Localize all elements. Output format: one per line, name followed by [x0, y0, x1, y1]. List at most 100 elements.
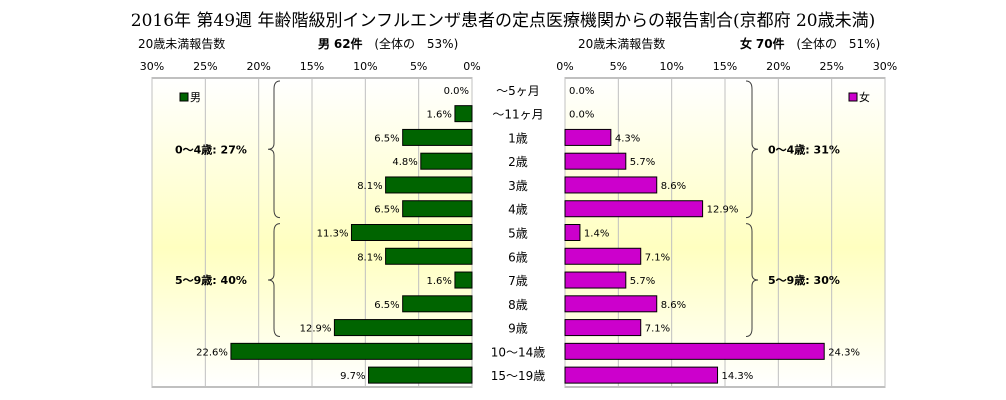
male-bar [454, 271, 473, 289]
left-count-label: 20歳未満報告数 [138, 37, 226, 51]
female-value-label: 5.7% [630, 276, 655, 287]
male-bar [402, 295, 473, 313]
female-legend-label: 女 [859, 90, 870, 104]
female-bar [564, 247, 642, 265]
left-tick-label: 20% [246, 60, 270, 73]
category-label: 9歳 [508, 322, 528, 336]
left-tick-label: 25% [193, 60, 217, 73]
male-value-label: 22.6% [196, 347, 228, 358]
female-value-label: 0.0% [569, 110, 594, 121]
category-label: 4歳 [508, 203, 528, 217]
left-count: 62件 [333, 37, 363, 51]
male-legend-swatch [179, 92, 189, 102]
male-bar [368, 366, 473, 384]
female-value-label: 7.1% [645, 252, 670, 263]
right-tick-label: 10% [659, 60, 683, 73]
category-label: 2歳 [508, 155, 528, 169]
category-label: 3歳 [508, 179, 528, 193]
left-tick-label: 10% [353, 60, 377, 73]
category-label: 10～14歳 [491, 345, 546, 359]
male-value-label: 9.7% [340, 371, 365, 382]
female-bar [564, 366, 719, 384]
right-group-annotation: 0～4歳: 31% [768, 142, 840, 156]
right-tick-label: 25% [819, 60, 843, 73]
male-value-label: 0.0% [444, 86, 469, 97]
male-value-label: 12.9% [300, 324, 332, 335]
category-label: 1歳 [508, 131, 528, 145]
right-tick-label: 30% [873, 60, 897, 73]
male-value-label: 1.6% [427, 110, 452, 121]
male-value-label: 1.6% [427, 276, 452, 287]
female-bar [564, 176, 658, 194]
right-sex: 女 [740, 37, 753, 51]
male-value-label: 4.8% [392, 157, 417, 168]
male-bar [333, 319, 473, 337]
female-bar [564, 224, 581, 241]
right-tick-label: 20% [766, 60, 790, 73]
male-value-label: 6.5% [374, 300, 399, 311]
category-label: ～11ヶ月 [492, 108, 543, 122]
left-group-annotation: 5～9歳: 40% [175, 273, 247, 287]
category-label: 8歳 [508, 298, 528, 312]
left-group-bracket [267, 80, 281, 219]
right-group-bracket [745, 80, 759, 219]
female-value-label: 1.4% [584, 229, 609, 240]
male-bar [350, 224, 473, 241]
left-tick-label: 0% [463, 60, 480, 73]
female-bar [564, 342, 825, 360]
male-value-label: 6.5% [374, 205, 399, 216]
left-sex: 男 [318, 37, 331, 51]
female-value-label: 14.3% [722, 371, 754, 382]
right-tick-label: 5% [610, 60, 627, 73]
category-label: 15～19歳 [491, 369, 546, 383]
female-value-label: 8.6% [661, 300, 686, 311]
male-value-label: 11.3% [317, 229, 349, 240]
male-bar [385, 247, 473, 265]
male-bar [454, 105, 473, 123]
right-share: 51%) [848, 37, 881, 51]
male-bar [385, 176, 473, 194]
female-value-label: 0.0% [569, 86, 594, 97]
right-count: 70件 [755, 37, 785, 51]
male-value-label: 8.1% [357, 181, 382, 192]
left-group-bracket [267, 223, 281, 337]
male-bar [402, 200, 473, 218]
female-legend-swatch [848, 92, 858, 102]
left-share: 53%) [426, 37, 459, 51]
male-bar [230, 342, 473, 360]
left-sex-count: 男 62件 (全体の 53%) [318, 35, 458, 52]
female-bar [564, 319, 642, 337]
female-value-label: 12.9% [707, 205, 739, 216]
category-label: 6歳 [508, 250, 528, 264]
female-value-label: 24.3% [828, 347, 860, 358]
right-count-label: 20歳未満報告数 [578, 37, 666, 51]
male-legend-label: 男 [190, 91, 201, 104]
left-tick-label: 5% [410, 60, 427, 73]
female-value-label: 8.6% [661, 181, 686, 192]
female-bar [564, 128, 612, 146]
left-share-prefix: (全体の [374, 37, 416, 51]
male-bar [420, 152, 473, 170]
left-tick-label: 30% [140, 60, 164, 73]
right-group-annotation: 5～9歳: 30% [768, 273, 840, 287]
female-value-label: 5.7% [630, 157, 655, 168]
female-bar [564, 152, 627, 170]
female-value-label: 7.1% [645, 324, 670, 335]
left-group-annotation: 0～4歳: 27% [175, 142, 247, 156]
male-bar [402, 128, 473, 146]
right-tick-label: 15% [713, 60, 737, 73]
male-value-label: 8.1% [357, 252, 382, 263]
right-group-bracket [745, 223, 759, 337]
right-tick-label: 0% [556, 60, 573, 73]
category-label: ～5ヶ月 [496, 84, 540, 98]
left-tick-label: 15% [300, 60, 324, 73]
right-sex-count: 女 70件 (全体の 51%) [740, 35, 880, 52]
right-share-prefix: (全体の [796, 37, 838, 51]
category-label: 5歳 [508, 227, 528, 241]
female-bar [564, 271, 627, 289]
male-value-label: 6.5% [374, 133, 399, 144]
female-bar [564, 200, 704, 218]
female-value-label: 4.3% [615, 133, 640, 144]
